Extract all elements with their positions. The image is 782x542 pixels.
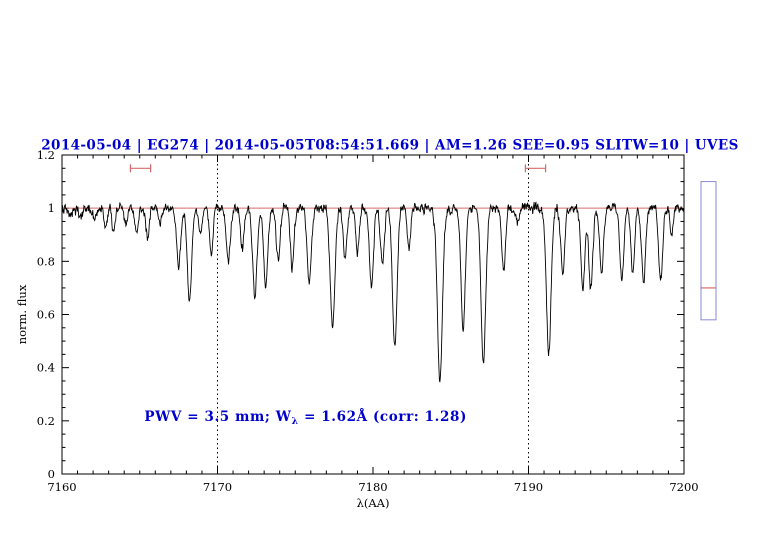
y-tick-label: 0.2 xyxy=(37,414,55,428)
y-tick-label: 0 xyxy=(48,467,55,481)
x-tick-label: 7180 xyxy=(358,480,387,494)
pwv-annotation: PWV = 3.5 mm; Wλ = 1.62Å (corr: 1.28) xyxy=(144,409,467,427)
telluric-band-marker xyxy=(129,164,152,173)
plot-frame xyxy=(61,154,685,475)
axes: 7160 7170 7180 7190 7200 0 0.2 0.4 0.6 0.8 1 1.2 xyxy=(37,148,699,494)
telluric-band-marker xyxy=(524,164,547,173)
right-scale-bar xyxy=(700,181,717,321)
x-axis-label: λ(AA) xyxy=(357,496,390,510)
x-tick-label: 7200 xyxy=(669,480,698,494)
y-tick-label: 0.8 xyxy=(37,254,55,268)
x-tick-label: 7190 xyxy=(514,480,543,494)
x-ticks: 7160 7170 7180 7190 7200 xyxy=(47,155,699,494)
plot-content xyxy=(61,155,717,474)
x-tick-label: 7170 xyxy=(203,480,232,494)
plot-title: 2014-05-04 | EG274 | 2014-05-05T08:54:51… xyxy=(41,138,738,154)
y-ticks: 0 0.2 0.4 0.6 0.8 1 1.2 xyxy=(37,148,684,481)
y-tick-label: 0.4 xyxy=(37,361,55,375)
y-tick-label: 1.2 xyxy=(37,148,55,162)
y-tick-label: 0.6 xyxy=(37,308,55,322)
y-tick-label: 1 xyxy=(48,201,55,215)
x-tick-label: 7160 xyxy=(47,480,76,494)
y-axis-label: norm. flux xyxy=(15,284,29,344)
spectrum-line xyxy=(61,201,685,383)
